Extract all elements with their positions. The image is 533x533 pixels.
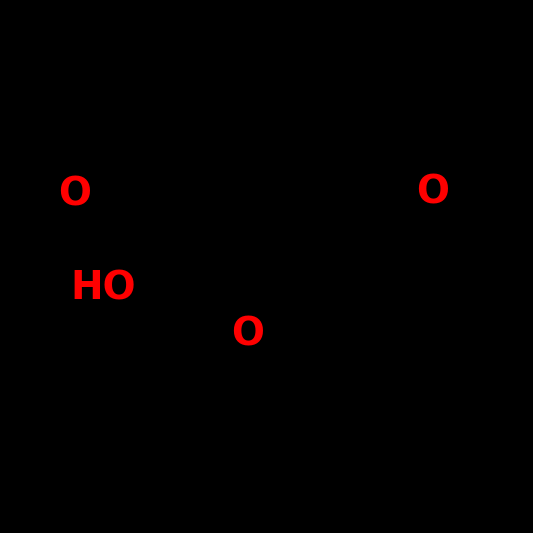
Text: O: O [416,174,449,212]
Text: HO: HO [70,269,135,307]
Text: O: O [59,176,92,214]
Text: O: O [231,316,264,354]
